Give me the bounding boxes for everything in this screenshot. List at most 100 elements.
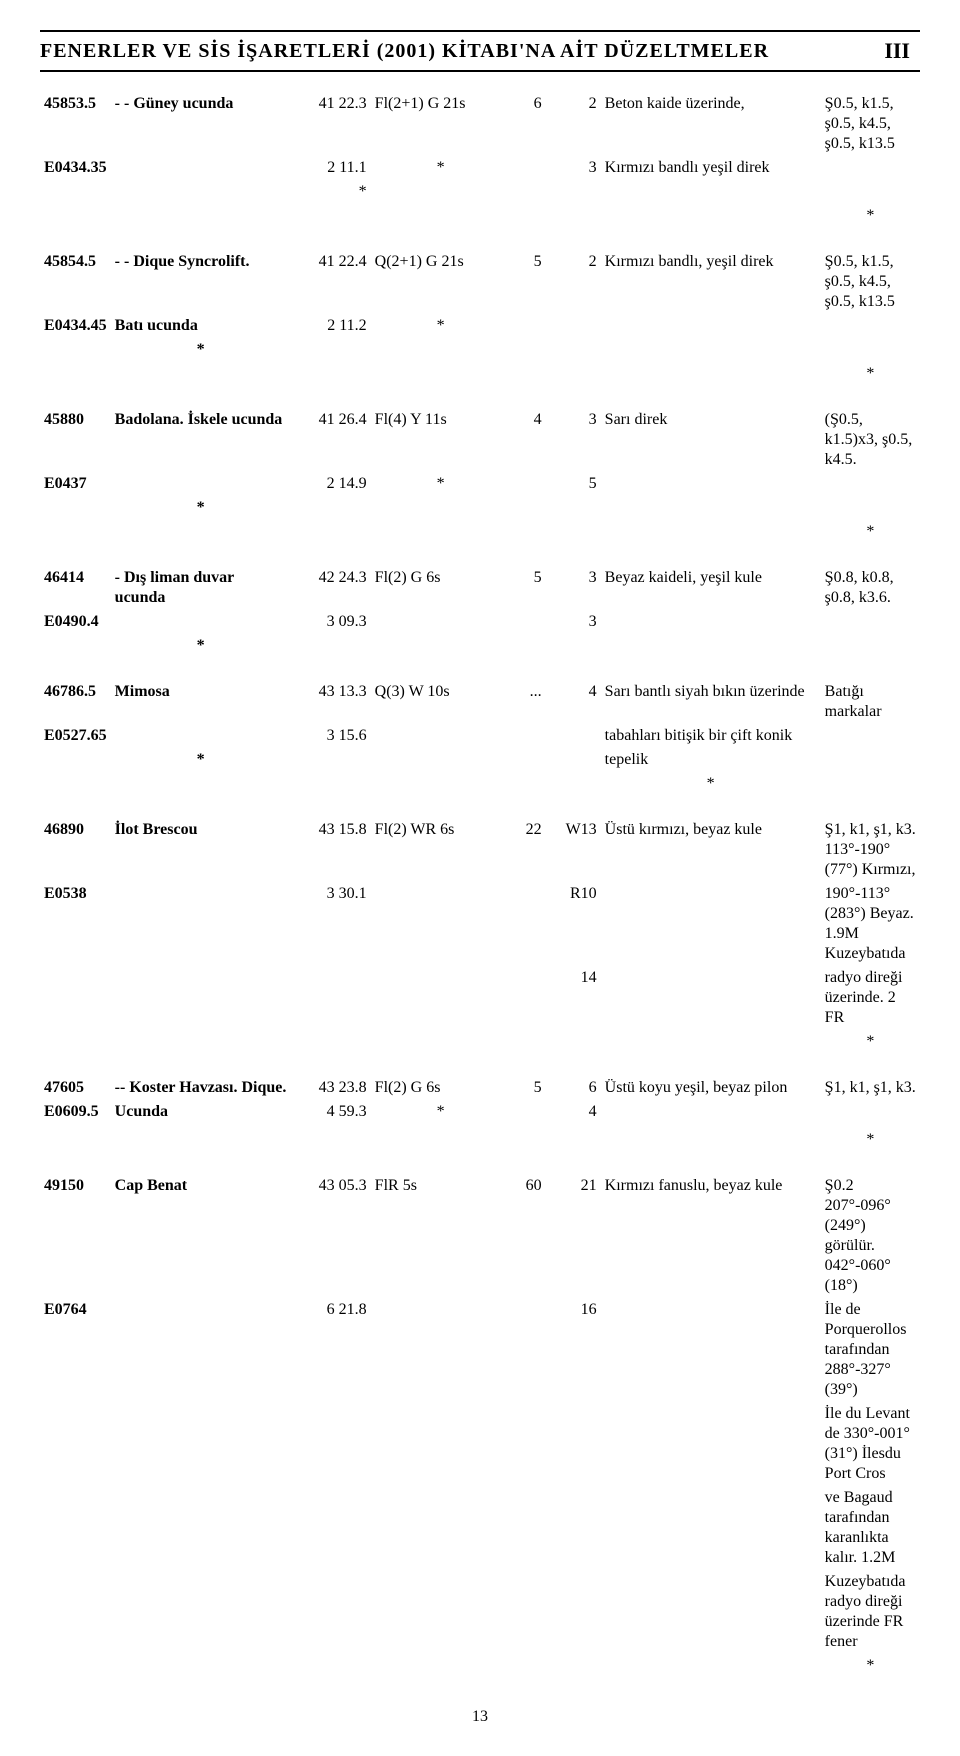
characteristic: Fl(2+1) G 21s [371, 92, 511, 156]
light-name: - - Güney ucunda [111, 92, 291, 156]
asterisk [291, 496, 371, 520]
table-row: * [40, 204, 920, 228]
row-separator [40, 1054, 920, 1076]
structure [601, 966, 821, 1030]
remarks [821, 180, 920, 204]
latitude: 41 22.4 [291, 250, 371, 314]
characteristic: Fl(2) G 6s [371, 566, 511, 610]
table-row: * [40, 180, 920, 204]
structure: Sarı bantlı siyah bıkın üzerinde [601, 680, 821, 724]
structure: Üstü koyu yeşil, beyaz pilon [601, 1076, 821, 1100]
height: 5 [511, 566, 546, 610]
structure [601, 882, 821, 966]
range [546, 748, 601, 772]
latitude: 43 13.3 [291, 680, 371, 724]
light-name [111, 724, 291, 748]
asterisk [111, 180, 291, 204]
range: 5 [546, 472, 601, 496]
table-row: 14radyo direği üzerinde. 2 FR [40, 966, 920, 1030]
light-number-bot: E0609.5 [40, 1100, 111, 1124]
range: 3 [546, 408, 601, 472]
height: 6 [511, 92, 546, 156]
asterisk: * [111, 748, 291, 772]
table-row: 45854.5- - Dique Syncrolift.41 22.4Q(2+1… [40, 250, 920, 314]
table-row: 45853.5- - Güney ucunda41 22.3Fl(2+1) G … [40, 92, 920, 156]
range: 21 [546, 1174, 601, 1298]
asterisk [371, 724, 511, 748]
range: 6 [546, 1076, 601, 1100]
light-number-top: 46786.5 [40, 680, 111, 724]
latitude: 43 05.3 [291, 1174, 371, 1298]
range: R10 [546, 882, 601, 966]
remarks: İle de Porquerollos tarafından 288°-327°… [821, 1298, 920, 1402]
light-name: Batı ucunda [111, 314, 291, 338]
table-row: E07646 21.816İle de Porquerollos tarafın… [40, 1298, 920, 1402]
light-number-bot: E0434.45 [40, 314, 111, 338]
table-row: E0527.653 15.6tabahları bitişik bir çift… [40, 724, 920, 748]
table-row: İle du Levant de 330°-001°(31°) İlesdu P… [40, 1402, 920, 1486]
height: 5 [511, 250, 546, 314]
light-name [111, 156, 291, 180]
longitude: 3 15.6 [291, 724, 371, 748]
remarks: radyo direği üzerinde. 2 FR [821, 966, 920, 1030]
light-number-top: 47605 [40, 1076, 111, 1100]
light-name: - - Dique Syncrolift. [111, 250, 291, 314]
light-name: -- Koster Havzası. Dique. [111, 1076, 291, 1100]
asterisk [291, 966, 371, 1030]
characteristic: Fl(2) WR 6s [371, 818, 511, 882]
range: W13 [546, 818, 601, 882]
table-row: E0609.5Ucunda4 59.3*4 [40, 1100, 920, 1124]
remarks: Ş0.8, k0.8, ş0.8, k3.6. [821, 566, 920, 610]
remarks [821, 496, 920, 520]
asterisk [291, 748, 371, 772]
range: 3 [546, 156, 601, 180]
table-row: * [40, 1654, 920, 1678]
table-row: 46890İlot Brescou43 15.8Fl(2) WR 6s22W13… [40, 818, 920, 882]
lights-table: 45853.5- - Güney ucunda41 22.3Fl(2+1) G … [40, 92, 920, 1678]
light-name [111, 882, 291, 966]
structure [601, 1402, 821, 1486]
asterisk: * [111, 338, 291, 362]
table-row: * [40, 634, 920, 658]
row-separator [40, 228, 920, 250]
asterisk [371, 1298, 511, 1402]
light-name: Ucunda [111, 1100, 291, 1124]
longitude: 3 30.1 [291, 882, 371, 966]
asterisk: * [371, 472, 511, 496]
table-row: 49150Cap Benat43 05.3FlR 5s6021Kırmızı f… [40, 1174, 920, 1298]
structure: tepelik [601, 748, 821, 772]
asterisk: * [291, 180, 371, 204]
asterisk [371, 610, 511, 634]
height: ... [511, 680, 546, 724]
asterisk [601, 1486, 821, 1570]
remarks: Kuzeybatıda radyo direği üzerinde FR fen… [821, 1570, 920, 1654]
table-row: E05383 30.1R10190°-113°(283°) Beyaz. 1.9… [40, 882, 920, 966]
latitude: 43 23.8 [291, 1076, 371, 1100]
remarks: (Ş0.5, k1.5)x3, ş0.5, k4.5. [821, 408, 920, 472]
characteristic: Fl(4) Y 11s [371, 408, 511, 472]
section-number: III [874, 38, 920, 64]
light-number-top: 46890 [40, 818, 111, 882]
light-number-bot: E0437 [40, 472, 111, 496]
table-row: 46414- Dış liman duvar ucunda42 24.3Fl(2… [40, 566, 920, 610]
structure: tabahları bitişik bir çift konik [601, 724, 821, 748]
table-row: * [40, 1030, 920, 1054]
latitude: 43 15.8 [291, 818, 371, 882]
longitude: 6 21.8 [291, 1298, 371, 1402]
table-row: Kuzeybatıda radyo direği üzerinde FR fen… [40, 1570, 920, 1654]
remarks: Batığı markalar [821, 680, 920, 724]
latitude: 41 22.3 [291, 92, 371, 156]
remarks: ve Bagaud tarafından karanlıkta kalır. 1… [821, 1486, 920, 1570]
light-name: Mimosa [111, 680, 291, 724]
remarks: İle du Levant de 330°-001°(31°) İlesdu P… [821, 1402, 920, 1486]
range: 3 [546, 610, 601, 634]
light-number-top: 45854.5 [40, 250, 111, 314]
structure: Sarı direk [601, 408, 821, 472]
light-number-top: 45853.5 [40, 92, 111, 156]
light-number-bot: E0434.35 [40, 156, 111, 180]
table-row: 47605-- Koster Havzası. Dique.43 23.8Fl(… [40, 1076, 920, 1100]
table-row: * [40, 772, 920, 796]
row-separator [40, 796, 920, 818]
table-row: E04372 14.9*5 [40, 472, 920, 496]
asterisk: * [821, 1030, 920, 1054]
